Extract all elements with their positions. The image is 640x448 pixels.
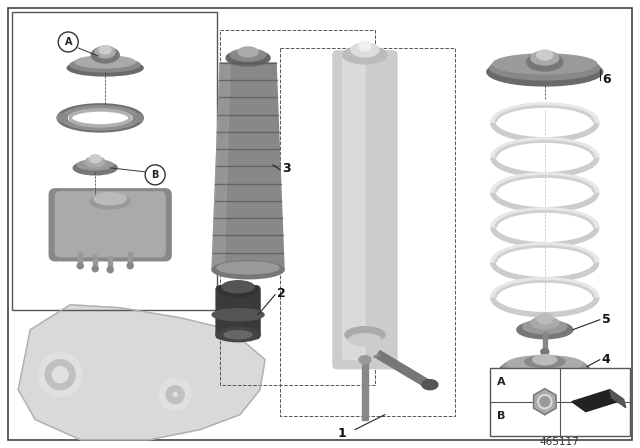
Ellipse shape <box>92 266 98 272</box>
Ellipse shape <box>216 328 260 342</box>
Bar <box>543 332 547 352</box>
Circle shape <box>166 386 184 404</box>
Bar <box>280 48 455 416</box>
Bar <box>220 30 375 385</box>
Ellipse shape <box>224 331 252 339</box>
Text: B: B <box>497 411 505 421</box>
Circle shape <box>540 396 550 407</box>
Ellipse shape <box>527 53 563 71</box>
Ellipse shape <box>351 43 379 57</box>
Circle shape <box>145 165 165 185</box>
Polygon shape <box>212 63 230 270</box>
Ellipse shape <box>517 321 573 339</box>
Ellipse shape <box>500 358 590 382</box>
Circle shape <box>173 392 177 396</box>
Text: B: B <box>152 170 159 180</box>
Ellipse shape <box>85 157 105 167</box>
Ellipse shape <box>77 263 83 269</box>
Bar <box>108 256 112 270</box>
Ellipse shape <box>222 281 254 293</box>
Ellipse shape <box>523 320 567 334</box>
Circle shape <box>45 360 76 390</box>
Ellipse shape <box>94 193 126 205</box>
Ellipse shape <box>226 50 270 66</box>
Ellipse shape <box>90 195 130 209</box>
Text: A: A <box>497 377 506 387</box>
Circle shape <box>385 95 595 305</box>
Ellipse shape <box>531 51 559 65</box>
Ellipse shape <box>107 267 113 273</box>
Circle shape <box>38 353 82 396</box>
Text: 6: 6 <box>602 73 611 86</box>
FancyBboxPatch shape <box>49 189 171 261</box>
Bar <box>78 252 82 266</box>
FancyBboxPatch shape <box>333 51 397 369</box>
Ellipse shape <box>127 263 133 269</box>
Polygon shape <box>68 110 132 126</box>
Ellipse shape <box>349 334 381 346</box>
Ellipse shape <box>541 349 549 355</box>
Ellipse shape <box>531 317 559 329</box>
Bar <box>490 368 630 435</box>
Ellipse shape <box>343 46 387 64</box>
Ellipse shape <box>217 262 279 274</box>
Ellipse shape <box>218 283 258 297</box>
Ellipse shape <box>230 49 266 61</box>
Text: 2: 2 <box>277 287 286 300</box>
Bar <box>128 252 132 266</box>
Polygon shape <box>534 389 556 415</box>
Ellipse shape <box>67 60 143 76</box>
Ellipse shape <box>238 47 258 57</box>
Polygon shape <box>610 390 626 408</box>
Ellipse shape <box>503 357 587 377</box>
Ellipse shape <box>537 314 553 324</box>
Circle shape <box>159 379 191 411</box>
Ellipse shape <box>359 41 371 51</box>
Circle shape <box>58 32 78 52</box>
Text: 465117: 465117 <box>540 437 580 447</box>
FancyBboxPatch shape <box>55 192 165 257</box>
Text: 5: 5 <box>602 313 611 326</box>
Ellipse shape <box>533 355 557 365</box>
Ellipse shape <box>359 356 371 364</box>
Ellipse shape <box>212 309 264 321</box>
Ellipse shape <box>99 46 111 54</box>
Ellipse shape <box>212 261 284 279</box>
Ellipse shape <box>76 56 135 68</box>
Circle shape <box>538 395 552 409</box>
Ellipse shape <box>133 114 143 122</box>
FancyBboxPatch shape <box>216 286 260 339</box>
Bar <box>12 12 217 310</box>
Ellipse shape <box>345 327 385 343</box>
Bar <box>93 255 97 269</box>
Text: 1: 1 <box>338 427 347 440</box>
Ellipse shape <box>89 155 101 163</box>
Ellipse shape <box>77 160 113 170</box>
Ellipse shape <box>537 50 553 60</box>
Text: 4: 4 <box>602 353 611 366</box>
Ellipse shape <box>70 58 140 72</box>
Ellipse shape <box>95 46 115 58</box>
Polygon shape <box>58 105 142 131</box>
Ellipse shape <box>507 356 583 372</box>
Ellipse shape <box>490 56 600 80</box>
Text: 3: 3 <box>282 162 291 175</box>
Ellipse shape <box>487 58 603 86</box>
Circle shape <box>10 90 250 330</box>
Circle shape <box>52 367 68 383</box>
FancyBboxPatch shape <box>343 58 365 360</box>
Polygon shape <box>19 305 265 439</box>
Ellipse shape <box>57 114 67 122</box>
Polygon shape <box>212 63 284 270</box>
Polygon shape <box>572 390 624 412</box>
Ellipse shape <box>73 161 117 175</box>
Bar <box>362 360 368 420</box>
Bar <box>376 351 430 388</box>
Text: A: A <box>65 37 72 47</box>
Ellipse shape <box>91 47 119 63</box>
Ellipse shape <box>525 356 564 368</box>
Ellipse shape <box>493 54 596 74</box>
Ellipse shape <box>422 379 438 390</box>
